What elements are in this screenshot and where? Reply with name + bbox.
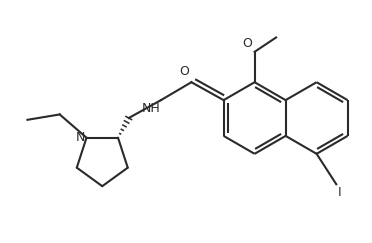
Text: I: I bbox=[337, 186, 341, 199]
Text: NH: NH bbox=[142, 102, 161, 115]
Text: O: O bbox=[180, 65, 189, 78]
Text: O: O bbox=[243, 37, 253, 50]
Text: N: N bbox=[76, 131, 86, 144]
